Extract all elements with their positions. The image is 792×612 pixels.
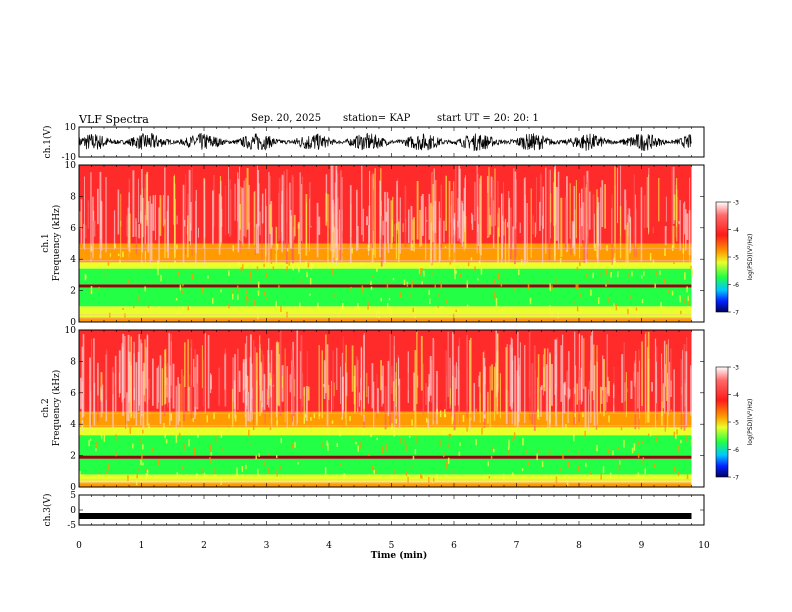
x-tick-label: 8 (576, 541, 582, 551)
ch2-spec-ylabel-freq: Frequency (kHz) (51, 370, 62, 447)
y-tick-label: 0 (70, 506, 76, 516)
colorbar-tick-label: -5 (733, 255, 739, 262)
x-axis-label: Time (min) (371, 550, 428, 561)
y-tick-label: 8 (70, 357, 76, 367)
time-axis-ticks: 0 1 2 3 4 5 6 7 8 9 10 (76, 127, 710, 551)
ch3-ylabel: ch.3(V) (42, 494, 53, 527)
ch1-spec-ylabel: ch.1 (41, 233, 51, 252)
ch3-waveform-panel: 5 0 -5 (67, 491, 705, 531)
station-label: station= KAP (343, 113, 411, 124)
x-tick-label: 6 (451, 541, 457, 551)
x-tick-label: 3 (264, 541, 270, 551)
y-tick-label: 6 (70, 224, 76, 234)
ch1-spectrogram-panel: 0 2 4 6 8 10 (65, 161, 705, 328)
spectrogram-band (79, 435, 692, 456)
x-tick-label: 10 (698, 541, 710, 551)
ch1-spec-ylabel-freq: Frequency (kHz) (51, 205, 62, 282)
y-tick-label: 4 (70, 255, 76, 265)
ch2-spec-ylabel: ch.2 (41, 398, 51, 417)
x-tick-label: 5 (389, 541, 395, 551)
spectrogram-band (79, 458, 692, 475)
colorbar-tick-label: -6 (733, 447, 739, 454)
colorbar-tick-label: -7 (733, 475, 739, 482)
colorbar-tick-label: -4 (733, 392, 739, 399)
start-ut-label: start UT = 20: 20: 1 (437, 113, 539, 124)
colorbar-tick-label: -7 (733, 310, 739, 317)
spectrogram-band (79, 455, 692, 459)
colorbar-tick-label: -6 (733, 282, 739, 289)
y-tick-label: 10 (65, 123, 77, 133)
y-tick-label: 8 (70, 192, 76, 202)
ch1-waveform-panel: 10 -10 (62, 123, 705, 163)
colorbar-tick-label: -4 (733, 227, 739, 234)
y-tick-label: 2 (70, 452, 76, 462)
ch3-signal-trace (79, 513, 692, 519)
x-tick-label: 7 (514, 541, 520, 551)
spectrogram-band (79, 482, 692, 487)
x-tick-label: 4 (326, 541, 332, 551)
y-tick-label: 5 (70, 491, 76, 501)
spectrogram-band (79, 268, 692, 285)
spectrogram-band (79, 284, 692, 288)
ch1-ylabel: ch.1(V) (42, 126, 53, 159)
date-label: Sep. 20, 2025 (251, 113, 322, 124)
ch2-colorbar: -3 -4 -5 -6 -7 log(PSD)(V²/Hz) (715, 365, 754, 482)
spectrogram-band (79, 474, 692, 483)
y-tick-label: 0 (70, 483, 76, 493)
y-tick-label: -10 (62, 153, 77, 163)
ch2-spectrogram-panel: 0 2 4 6 8 10 (65, 326, 705, 493)
y-tick-label: 4 (70, 420, 76, 430)
colorbar-tick-label: -3 (733, 200, 739, 207)
y-tick-label: 10 (65, 326, 77, 336)
y-tick-label: 10 (65, 161, 77, 171)
ch1-colorbar-label: log(PSD)(V²/Hz) (747, 234, 754, 281)
x-tick-label: 0 (76, 541, 82, 551)
figure-title: VLF Spectra (79, 113, 149, 126)
spectrogram-band (79, 317, 692, 322)
spectrogram-band (79, 427, 692, 436)
ch2-colorbar-label: log(PSD)(V²/Hz) (747, 399, 754, 446)
y-tick-label: 2 (70, 287, 76, 297)
colorbar-tick-label: -5 (733, 420, 739, 427)
ch1-signal-trace (79, 132, 692, 152)
y-tick-label: 0 (70, 318, 76, 328)
x-tick-label: 9 (639, 541, 645, 551)
x-tick-label: 1 (139, 541, 145, 551)
ch1-colorbar: -3 -4 -5 -6 -7 log(PSD)(V²/Hz) (715, 200, 754, 317)
x-tick-label: 2 (201, 541, 207, 551)
spectrogram-band (79, 262, 692, 269)
y-tick-label: 6 (70, 389, 76, 399)
colorbar-tick-label: -3 (733, 365, 739, 372)
y-tick-label: -5 (67, 521, 76, 531)
spectrogram-band (79, 306, 692, 318)
spectrogram-band (79, 287, 692, 307)
